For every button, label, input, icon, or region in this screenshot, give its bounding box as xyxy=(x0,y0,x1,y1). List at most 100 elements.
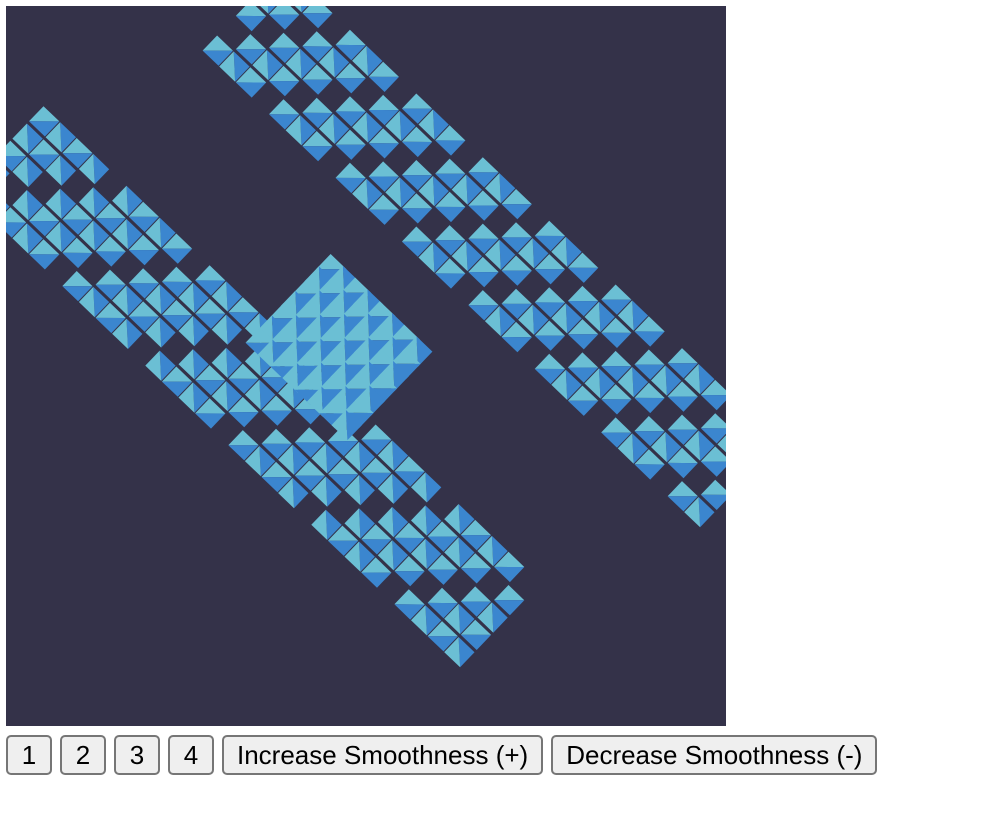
mesh-triangle xyxy=(6,169,10,178)
mesh-triangle xyxy=(235,15,267,32)
mesh-triangle xyxy=(62,204,93,220)
mesh-triangle xyxy=(567,334,599,350)
mesh-triangle xyxy=(112,285,128,316)
mesh-triangle xyxy=(468,272,499,288)
mesh-triangle xyxy=(468,256,499,273)
mesh-triangle xyxy=(477,602,494,633)
mesh-triangle xyxy=(468,290,499,306)
mesh-triangle xyxy=(401,226,433,242)
mesh-triangle xyxy=(327,474,359,490)
mesh-triangle xyxy=(78,220,95,251)
mesh-triangle xyxy=(385,177,402,208)
mesh-triangle xyxy=(335,78,366,94)
mesh-triangle xyxy=(389,324,421,340)
mode-4-button[interactable]: 4 xyxy=(168,735,214,775)
mesh-triangle xyxy=(401,208,433,224)
mesh-triangle xyxy=(468,157,499,173)
control-bar: 1 2 3 4 Increase Smoothness (+) Decrease… xyxy=(6,735,878,775)
mesh-triangle xyxy=(501,303,532,319)
mesh-triangle xyxy=(302,146,333,162)
mesh-triangle xyxy=(344,475,361,506)
mesh-triangle xyxy=(126,185,143,217)
mesh-triangle xyxy=(494,551,525,567)
mesh-triangle xyxy=(45,122,62,153)
mesh-triangle xyxy=(499,173,516,204)
mesh-triangle xyxy=(335,111,366,127)
mesh-triangle xyxy=(435,225,466,241)
mesh-triangle xyxy=(435,273,466,289)
mesh-triangle xyxy=(6,207,27,223)
mesh-triangle xyxy=(202,50,233,66)
mesh-triangle xyxy=(667,462,698,479)
mesh-triangle xyxy=(318,47,335,78)
mesh-triangle xyxy=(425,472,442,503)
mesh-triangle xyxy=(93,286,110,318)
mesh-triangle xyxy=(565,236,582,267)
mesh-triangle xyxy=(411,505,427,536)
mesh-triangle xyxy=(235,34,267,50)
mesh-triangle xyxy=(411,472,427,503)
mesh-triangle xyxy=(161,281,193,298)
mesh-triangle xyxy=(145,317,162,348)
mesh-triangle xyxy=(651,365,667,396)
mesh-triangle xyxy=(518,304,534,335)
mesh-triangle xyxy=(344,441,361,473)
mesh-triangle xyxy=(466,241,482,272)
mesh-triangle xyxy=(534,287,566,303)
mesh-triangle xyxy=(565,303,582,334)
mesh-triangle xyxy=(634,464,665,480)
mesh-triangle xyxy=(12,190,29,221)
mesh-triangle xyxy=(584,301,601,333)
mesh-triangle xyxy=(325,443,342,474)
mesh-triangle xyxy=(667,481,698,497)
mesh-triangle xyxy=(62,153,93,169)
mesh-triangle xyxy=(717,435,726,453)
render-canvas[interactable] xyxy=(6,6,726,726)
mesh-triangle xyxy=(460,568,492,584)
mesh-triangle xyxy=(377,540,394,571)
mesh-triangle xyxy=(433,242,449,273)
mode-3-button[interactable]: 3 xyxy=(114,735,160,775)
mesh-triangle xyxy=(257,339,274,370)
mesh-triangle xyxy=(427,621,458,637)
increase-smoothness-button[interactable]: Increase Smoothness (+) xyxy=(222,735,544,775)
mesh-triangle xyxy=(394,537,425,554)
mesh-triangle xyxy=(634,364,665,380)
mesh-triangle xyxy=(302,112,333,129)
mode-1-button[interactable]: 1 xyxy=(6,735,52,775)
mesh-triangle xyxy=(211,314,228,345)
mesh-triangle xyxy=(294,427,326,443)
mesh-triangle xyxy=(584,368,601,399)
mesh-triangle xyxy=(435,173,466,189)
mesh-triangle xyxy=(269,99,300,115)
mesh-triangle xyxy=(228,445,259,461)
mesh-triangle xyxy=(433,175,449,207)
mesh-triangle xyxy=(62,252,93,269)
mesh-triangle xyxy=(193,315,209,347)
mesh-triangle xyxy=(327,459,359,475)
mesh-triangle xyxy=(26,190,43,221)
mesh-triangle xyxy=(361,524,392,540)
mesh-triangle xyxy=(401,108,433,124)
mesh-triangle xyxy=(494,600,525,616)
mesh-triangle xyxy=(211,381,228,412)
mesh-triangle xyxy=(145,284,162,315)
mesh-triangle xyxy=(667,429,698,445)
decrease-smoothness-button[interactable]: Decrease Smoothness (-) xyxy=(551,735,878,775)
mesh-triangle xyxy=(335,177,366,194)
mesh-triangle xyxy=(302,6,333,14)
mesh-triangle xyxy=(93,153,110,185)
mesh-triangle xyxy=(499,306,516,337)
mesh-triangle xyxy=(302,97,333,113)
mesh-triangle xyxy=(665,365,682,396)
mesh-triangle xyxy=(466,174,482,205)
mesh-triangle xyxy=(427,554,458,570)
mesh-triangle xyxy=(534,353,566,369)
mode-2-button[interactable]: 2 xyxy=(60,735,106,775)
mesh-triangle xyxy=(266,50,283,81)
mesh-triangle xyxy=(145,350,162,381)
mesh-triangle xyxy=(401,126,433,142)
mesh-triangle xyxy=(294,374,325,390)
mesh-triangle xyxy=(700,461,726,477)
mesh-triangle xyxy=(226,281,242,312)
